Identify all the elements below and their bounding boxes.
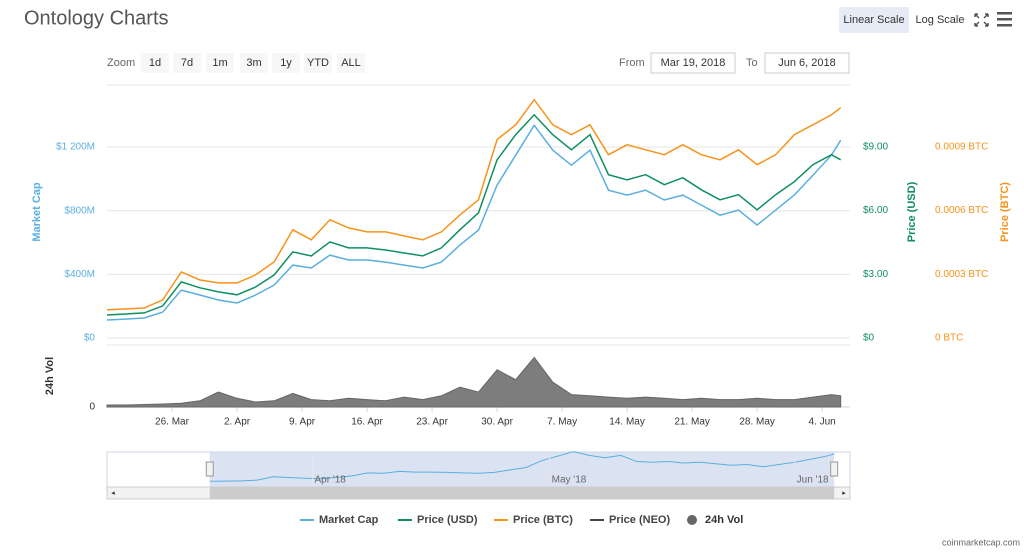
- scrollbar-thumb[interactable]: [209, 487, 835, 499]
- zoom-button[interactable]: 1d: [149, 57, 161, 69]
- linear-scale-bg: [839, 7, 909, 33]
- scale-button[interactable]: Log Scale: [916, 14, 965, 26]
- zoom-button[interactable]: 1y: [280, 57, 292, 69]
- y-tick-label: 0 BTC: [935, 333, 963, 344]
- page-title: Ontology Charts: [24, 7, 169, 29]
- x-tick-label: 28. May: [739, 417, 775, 428]
- zoom-button[interactable]: 7d: [181, 57, 193, 69]
- zoom-button[interactable]: 1m: [212, 57, 227, 69]
- zoom-button-bg[interactable]: [337, 53, 365, 73]
- y-tick-label: 0.0003 BTC: [935, 269, 988, 280]
- zoom-button-bg[interactable]: [272, 53, 300, 73]
- y-axis-title: Market Cap: [31, 182, 43, 242]
- legend-label[interactable]: Price (USD): [417, 514, 478, 526]
- menu-icon[interactable]: [997, 12, 1012, 27]
- legend-symbol[interactable]: [687, 515, 697, 525]
- to-date: Jun 6, 2018: [778, 57, 836, 69]
- scroll-left: ◂: [111, 490, 115, 497]
- y-tick-label: 0: [89, 402, 95, 413]
- zoom-button[interactable]: 3m: [246, 57, 261, 69]
- from-date: Mar 19, 2018: [661, 57, 726, 69]
- zoom-button-bg[interactable]: [304, 53, 332, 73]
- x-tick-label: 30. Apr: [481, 417, 513, 428]
- legend-label[interactable]: Price (NEO): [609, 514, 670, 526]
- navigator-handle[interactable]: [205, 461, 214, 477]
- y-tick-label: $0: [863, 333, 875, 344]
- y-tick-label: $3.00: [863, 269, 888, 280]
- navigator-line: [209, 451, 835, 482]
- y-tick-label: $6.00: [863, 205, 888, 216]
- y-tick-label: $400M: [64, 269, 95, 280]
- legend-label[interactable]: Market Cap: [319, 514, 379, 526]
- x-tick-label: 2. Apr: [224, 417, 251, 428]
- legend-label[interactable]: Price (BTC): [513, 514, 573, 526]
- zoom-button-bg[interactable]: [240, 53, 268, 73]
- x-tick-label: 14. May: [609, 417, 645, 428]
- navigator-handle[interactable]: [830, 461, 839, 477]
- series-line: [106, 98, 842, 311]
- y-tick-label: $800M: [64, 205, 95, 216]
- x-tick-label: 7. May: [547, 417, 577, 428]
- to-input[interactable]: [764, 52, 850, 74]
- zoom-button[interactable]: YTD: [307, 57, 329, 69]
- from-input[interactable]: [650, 52, 736, 74]
- scale-button[interactable]: Linear Scale: [843, 14, 904, 26]
- zoom-button[interactable]: ALL: [341, 57, 361, 69]
- legend-label[interactable]: 24h Vol: [705, 514, 743, 526]
- y-tick-label: $0: [84, 333, 96, 344]
- y-tick-label: $9.00: [863, 141, 888, 152]
- x-tick-label: 4. Jun: [809, 417, 836, 428]
- y2-axis-title: Price (USD): [906, 181, 918, 242]
- zoom-button-bg[interactable]: [141, 53, 169, 73]
- x-tick-label: 26. Mar: [155, 417, 190, 428]
- vol-axis-title: 24h Vol: [44, 357, 56, 395]
- x-tick-label: 9. Apr: [289, 417, 316, 428]
- to-label: To: [746, 57, 758, 69]
- x-tick-label: 21. May: [674, 417, 710, 428]
- fullscreen-icon[interactable]: [974, 13, 989, 27]
- navigator-label: Jun '18: [797, 475, 829, 486]
- zoom-button-bg[interactable]: [206, 53, 234, 73]
- x-tick-label: 23. Apr: [416, 417, 448, 428]
- x-tick-label: 16. Apr: [351, 417, 383, 428]
- y-tick-label: $1 200M: [56, 142, 95, 153]
- zoom-label: Zoom: [107, 57, 135, 69]
- series-line: [106, 123, 842, 321]
- y-tick-label: 0.0009 BTC: [935, 141, 988, 152]
- navigator-selection[interactable]: [209, 452, 835, 487]
- navigator-label: May '18: [552, 475, 587, 486]
- zoom-button-bg[interactable]: [173, 53, 201, 73]
- y-tick-label: 0.0006 BTC: [935, 205, 988, 216]
- volume-area: [106, 356, 842, 408]
- credit: coinmarketcap.com: [942, 537, 1020, 547]
- scroll-right: ▸: [842, 490, 846, 497]
- from-label: From: [619, 57, 645, 69]
- y3-axis-title: Price (BTC): [999, 182, 1011, 242]
- navigator-label: Apr '18: [315, 475, 347, 486]
- series-line: [106, 113, 842, 316]
